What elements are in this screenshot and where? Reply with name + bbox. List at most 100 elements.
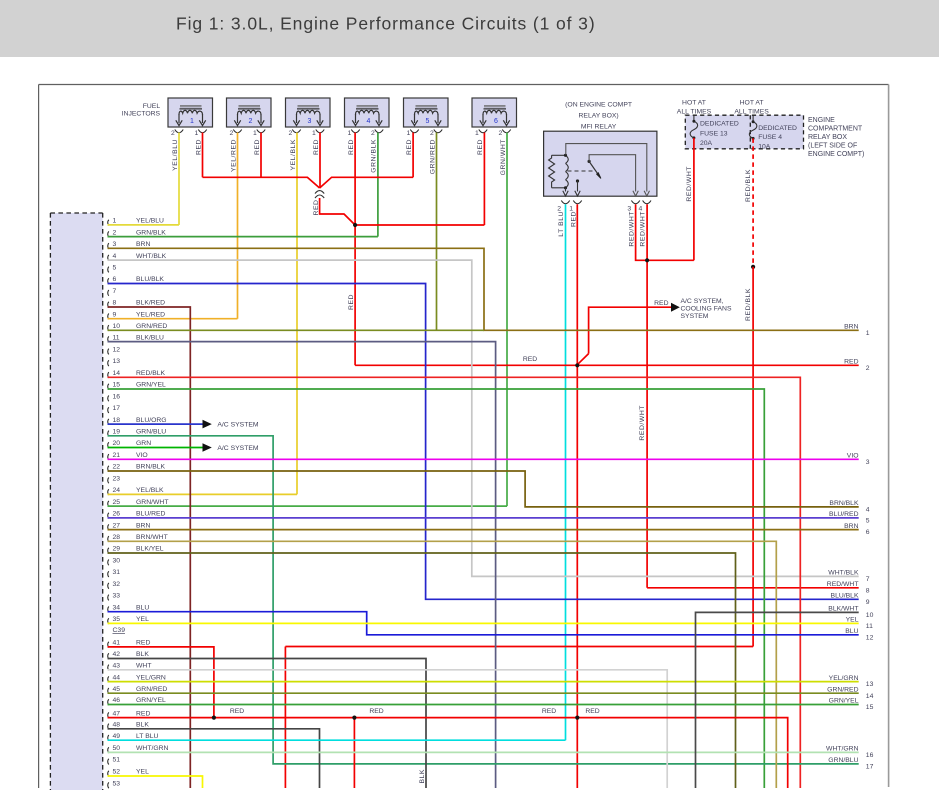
- svg-text:DEDICATED: DEDICATED: [700, 121, 739, 128]
- svg-text:4: 4: [367, 118, 371, 125]
- svg-text:COOLING FANS: COOLING FANS: [681, 306, 732, 313]
- svg-text:22: 22: [113, 464, 121, 471]
- svg-text:BRN/BLK: BRN/BLK: [136, 464, 166, 471]
- svg-text:2: 2: [557, 205, 561, 212]
- svg-text:RELAY BOX: RELAY BOX: [808, 134, 847, 141]
- svg-text:4: 4: [866, 507, 870, 514]
- svg-text:RED/BLK: RED/BLK: [745, 288, 752, 321]
- svg-text:14: 14: [866, 693, 874, 700]
- svg-text:GRN/RED: GRN/RED: [429, 139, 436, 174]
- svg-text:48: 48: [113, 722, 121, 729]
- svg-text:GRN/YEL: GRN/YEL: [136, 697, 166, 704]
- svg-text:4: 4: [639, 205, 643, 212]
- svg-text:20A: 20A: [700, 140, 713, 147]
- svg-text:9: 9: [113, 311, 117, 318]
- svg-text:RED: RED: [136, 640, 150, 647]
- svg-text:WHT/BLK: WHT/BLK: [136, 253, 167, 260]
- svg-text:BLK: BLK: [136, 651, 149, 658]
- svg-text:BLU/RED: BLU/RED: [829, 511, 859, 518]
- svg-text:5: 5: [113, 265, 117, 272]
- svg-text:BLK: BLK: [419, 769, 426, 784]
- svg-text:4: 4: [113, 253, 117, 260]
- svg-text:RED: RED: [369, 708, 383, 715]
- svg-text:2: 2: [230, 130, 234, 137]
- svg-text:BLK/YEL: BLK/YEL: [136, 546, 164, 553]
- svg-text:ENGINE: ENGINE: [808, 117, 835, 124]
- svg-text:3: 3: [866, 459, 870, 466]
- svg-text:5: 5: [866, 518, 870, 525]
- svg-text:RED/BLK: RED/BLK: [745, 169, 752, 202]
- svg-text:GRN/BLU: GRN/BLU: [828, 757, 858, 764]
- svg-text:LT BLU: LT BLU: [558, 211, 565, 237]
- svg-text:HOT AT: HOT AT: [740, 100, 764, 107]
- svg-text:17: 17: [113, 405, 121, 412]
- svg-text:8: 8: [866, 587, 870, 594]
- svg-text:BLK: BLK: [136, 722, 149, 729]
- svg-text:INJECTORS: INJECTORS: [122, 111, 161, 118]
- svg-text:16: 16: [113, 393, 121, 400]
- svg-text:1: 1: [407, 130, 411, 137]
- svg-text:VIO: VIO: [136, 452, 148, 459]
- svg-text:33: 33: [113, 593, 121, 600]
- svg-text:10: 10: [866, 612, 874, 619]
- svg-text:9: 9: [866, 599, 870, 606]
- svg-text:RED: RED: [136, 710, 150, 717]
- svg-text:BLU: BLU: [136, 604, 149, 611]
- svg-text:2: 2: [249, 118, 253, 125]
- svg-text:HOT AT: HOT AT: [682, 100, 706, 107]
- svg-text:1: 1: [113, 218, 117, 225]
- svg-text:19: 19: [113, 429, 121, 436]
- svg-text:12: 12: [113, 347, 121, 354]
- svg-text:DEDICATED: DEDICATED: [758, 125, 797, 132]
- svg-text:WHT/GRN: WHT/GRN: [136, 745, 169, 752]
- svg-text:51: 51: [113, 757, 121, 764]
- svg-text:YEL/RED: YEL/RED: [136, 311, 165, 318]
- svg-text:35: 35: [113, 616, 121, 623]
- svg-text:FUEL: FUEL: [143, 103, 161, 110]
- svg-text:11: 11: [866, 623, 873, 630]
- svg-text:RED/WHT: RED/WHT: [827, 581, 859, 588]
- svg-text:YEL/BLK: YEL/BLK: [290, 139, 297, 170]
- svg-text:41: 41: [113, 640, 121, 647]
- svg-text:RED: RED: [348, 294, 355, 310]
- svg-text:YEL/RED: YEL/RED: [230, 139, 237, 172]
- svg-text:RED/WHT: RED/WHT: [628, 211, 635, 247]
- svg-text:8: 8: [113, 300, 117, 307]
- svg-text:MFI RELAY: MFI RELAY: [581, 124, 617, 131]
- svg-text:7: 7: [866, 576, 870, 583]
- svg-text:C39: C39: [113, 627, 126, 634]
- svg-text:RED: RED: [585, 708, 599, 715]
- svg-text:BLK/WHT: BLK/WHT: [828, 606, 858, 613]
- svg-text:RED: RED: [523, 356, 537, 363]
- svg-text:11: 11: [113, 334, 120, 341]
- svg-text:1: 1: [569, 205, 573, 212]
- svg-text:RED: RED: [348, 139, 355, 155]
- svg-text:1: 1: [348, 130, 352, 137]
- svg-text:RELAY BOX): RELAY BOX): [579, 113, 619, 120]
- svg-text:BLU/ORG: BLU/ORG: [136, 417, 167, 424]
- svg-text:1: 1: [475, 130, 479, 137]
- svg-text:50: 50: [113, 745, 121, 752]
- svg-text:Fig 1: 3.0L, Engine Performanc: Fig 1: 3.0L, Engine Performance Circuits…: [176, 14, 596, 34]
- svg-text:RED: RED: [230, 708, 244, 715]
- svg-text:BRN: BRN: [136, 522, 150, 529]
- svg-text:BRN/WHT: BRN/WHT: [136, 534, 168, 541]
- svg-text:ALL TIMES: ALL TIMES: [677, 108, 712, 115]
- svg-text:42: 42: [113, 651, 121, 658]
- svg-text:BRN: BRN: [844, 523, 858, 530]
- svg-text:ENGINE COMPT): ENGINE COMPT): [808, 151, 864, 158]
- svg-text:16: 16: [866, 752, 874, 759]
- svg-text:2: 2: [113, 229, 117, 236]
- svg-text:2: 2: [866, 365, 870, 372]
- svg-text:14: 14: [113, 370, 121, 377]
- svg-text:YEL/GRN: YEL/GRN: [829, 675, 859, 682]
- svg-text:24: 24: [113, 487, 121, 494]
- svg-text:RED: RED: [313, 139, 320, 155]
- svg-text:1: 1: [195, 130, 199, 137]
- svg-text:GRN/RED: GRN/RED: [827, 686, 858, 693]
- svg-text:RED: RED: [477, 139, 484, 155]
- svg-text:3: 3: [627, 205, 631, 212]
- svg-text:YEL: YEL: [846, 617, 859, 624]
- svg-text:BRN: BRN: [844, 324, 858, 331]
- svg-text:31: 31: [113, 569, 121, 576]
